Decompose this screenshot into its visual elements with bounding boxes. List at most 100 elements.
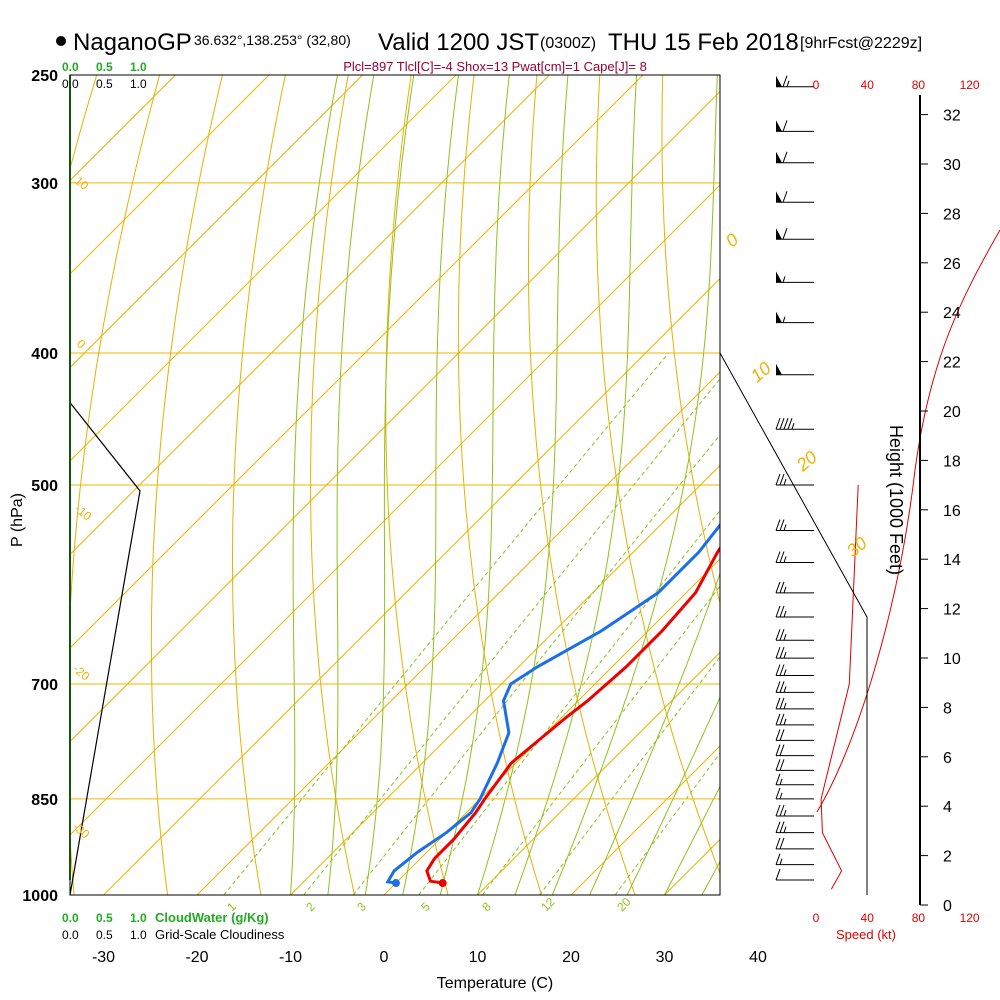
- wind-barb-half-flag: [783, 686, 787, 693]
- height-tick-label: 8: [943, 700, 952, 717]
- wind-barb-flag: [775, 519, 781, 531]
- cloudwater-label: CloudWater (g/Kg): [155, 910, 269, 925]
- wind-barb-flag: [787, 418, 793, 430]
- wind-barb-pennant: [776, 191, 782, 203]
- wind-barb-flag: [779, 519, 785, 531]
- cloud-axes: 0.0 0.5 1.0 0.0 0.5 1.0 0.0 0.0 0.5 0.5 1.0 1.0: [62, 60, 147, 942]
- wind-barb-flag: [775, 646, 781, 659]
- isotherm-line: [70, 75, 270, 275]
- temperature-tick-label: 10: [469, 949, 487, 966]
- dry-adiabat-lines: [70, 75, 720, 895]
- isotherm-label: 10: [747, 358, 775, 386]
- cloudwater-tick-label: 0.5: [96, 60, 113, 74]
- isotherm-line: [383, 558, 720, 895]
- wind-barb-flag: [779, 629, 785, 641]
- wind-barb: [776, 75, 814, 88]
- mixing-ratio-line: [539, 655, 720, 895]
- speed-tick-label-bottom: 0: [813, 911, 820, 925]
- adiabat-label: 0: [74, 337, 88, 352]
- wind-barb: [775, 773, 814, 786]
- height-tick-label: 32: [943, 108, 961, 125]
- wind-barb-half-flag: [783, 634, 787, 641]
- wind-barb-flag: [775, 697, 781, 710]
- height-tick-label: 4: [943, 799, 952, 816]
- height-tick-label: 12: [943, 602, 961, 619]
- height-tick-label: 22: [943, 355, 961, 372]
- wind-barb: [775, 605, 814, 618]
- wind-barb-flag: [779, 821, 785, 833]
- wind-barb-flag: [779, 473, 785, 486]
- wind-barb-flag: [775, 868, 781, 881]
- isotherm-line: [570, 745, 720, 895]
- speed-tick-label-top: 120: [960, 78, 980, 92]
- wind-barb-pennant: [776, 228, 782, 240]
- wind-barb-flag: [783, 418, 789, 430]
- cloudiness-profile: [69, 402, 141, 896]
- wind-barb-flag: [775, 581, 781, 594]
- moist-adiabat-line: [364, 75, 415, 895]
- wind-barb: [775, 804, 814, 817]
- cloudiness-tick-label: 1.0: [130, 928, 147, 942]
- mixing-ratio-label: 8: [479, 899, 494, 914]
- wind-barb-flag: [775, 759, 781, 771]
- temperature-ticks: -30 -20 -10 0 10 20 30 40: [92, 949, 767, 966]
- wind-barb-flag: [779, 646, 785, 659]
- height-tick-label: 20: [943, 404, 961, 421]
- cloudiness-tick-label: 1.0: [130, 77, 147, 91]
- height-tick-label: 2: [943, 849, 952, 866]
- adiabat-label: -30: [70, 820, 93, 842]
- cloudwater-tick-label: 0.0: [62, 60, 79, 74]
- isobar-lines: [70, 74, 720, 896]
- wind-barb: [775, 629, 814, 641]
- wind-barb: [775, 581, 814, 594]
- wind-barb-flag: [775, 605, 781, 618]
- dry-adiabat-line: [310, 75, 355, 895]
- wind-barb: [776, 191, 814, 203]
- wind-barb: [775, 759, 814, 771]
- cloudwater-tick-label: 1.0: [130, 60, 147, 74]
- cloudwater-tick-label: 1.0: [130, 911, 147, 925]
- mixing-ratio-line: [481, 585, 720, 895]
- plot-frame: [69, 74, 721, 896]
- pressure-tick-label: 300: [31, 176, 58, 193]
- moist-adiabat-lines: [290, 75, 720, 895]
- wind-barb-flag: [782, 191, 788, 203]
- speed-tick-label-top: 0: [813, 78, 820, 92]
- cloudiness-label: Grid-Scale Cloudiness: [155, 927, 285, 942]
- station-dot: [56, 36, 66, 46]
- temperature-tick-label: -10: [279, 949, 302, 966]
- wind-barb-flag: [779, 681, 785, 693]
- wind-barb: [775, 744, 814, 757]
- adiabat-label: -10: [72, 502, 95, 524]
- valid-date: THU 15 Feb 2018: [608, 29, 799, 56]
- wind-barb-flag: [775, 837, 781, 850]
- wind-barb-flag: [779, 837, 785, 850]
- wind-panel-boundary: [719, 352, 868, 895]
- cloudwater-tick-label: 0.0: [62, 911, 79, 925]
- wind-barb-flag: [779, 729, 785, 741]
- dry-adiabat-line: [528, 75, 636, 895]
- pressure-tick-label: 850: [31, 792, 58, 809]
- wind-barb-half-flag: [779, 792, 783, 800]
- wind-barb-flag: [775, 664, 781, 676]
- forecast-info: [9hrFcst@2229z]: [800, 35, 922, 52]
- wind-barb-half-flag: [783, 651, 787, 659]
- wind-barb: [775, 664, 814, 677]
- isotherm-line: [852, 75, 1000, 895]
- moist-adiabat-line: [402, 75, 459, 895]
- temperature-tick-label: 0: [380, 949, 389, 966]
- station-location: 36.632°,138.253° (32,80): [194, 32, 351, 48]
- height-tick-label: 14: [943, 552, 961, 569]
- wind-barb-pennant: [776, 120, 782, 132]
- wind-barb-flag: [775, 713, 781, 726]
- wind-barb-half-flag: [783, 809, 787, 817]
- height-tick-label: 28: [943, 206, 961, 223]
- mixing-ratio-line: [614, 752, 720, 895]
- height-tick-label: 26: [943, 256, 961, 273]
- speed-tick-label-top: 80: [912, 78, 926, 92]
- cloudwater-tick-label: 0.5: [96, 911, 113, 925]
- wind-barb: [775, 868, 814, 881]
- cloudiness-tick-label: 0.5: [96, 77, 113, 91]
